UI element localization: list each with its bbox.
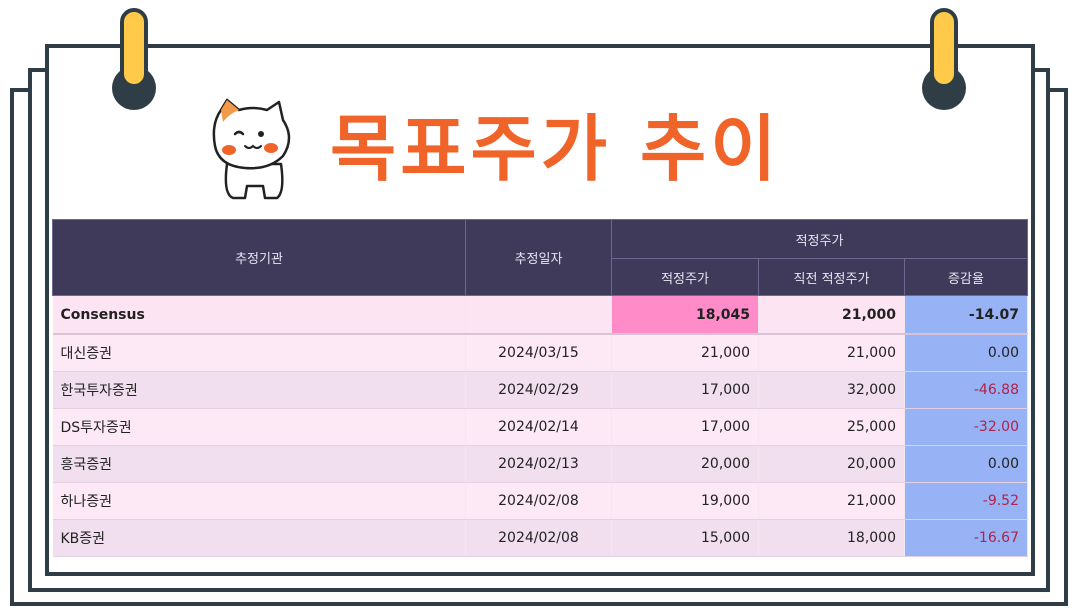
cat-mascot-icon — [212, 98, 291, 200]
table-row: 하나증권 2024/02/08 19,000 21,000 -9.52 — [52, 482, 1028, 520]
table-row: 한국투자증권 2024/02/29 17,000 32,000 -46.88 — [52, 371, 1028, 409]
target-cell: 17,000 — [611, 408, 759, 446]
date-cell: 2024/02/08 — [465, 519, 612, 557]
change-cell: -14.07 — [904, 295, 1028, 335]
table-row: 대신증권 2024/03/15 21,000 21,000 0.00 — [52, 334, 1028, 372]
header-date: 추정일자 — [465, 219, 612, 296]
date-cell: 2024/03/15 — [465, 334, 612, 372]
change-cell: -46.88 — [904, 371, 1028, 409]
date-cell: 2024/02/08 — [465, 482, 612, 520]
header-prev-target: 직전 적정주가 — [758, 258, 905, 296]
header-target: 적정주가 — [611, 258, 759, 296]
header-agency: 추정기관 — [52, 219, 466, 296]
prev-target-cell: 18,000 — [758, 519, 905, 557]
page-title: 목표주가 추이 — [330, 107, 781, 191]
target-cell: 15,000 — [611, 519, 759, 557]
prev-target-cell: 32,000 — [758, 371, 905, 409]
change-cell: 0.00 — [904, 445, 1028, 483]
change-cell: 0.00 — [904, 334, 1028, 372]
date-cell: 2024/02/14 — [465, 408, 612, 446]
target-cell: 20,000 — [611, 445, 759, 483]
agency-cell: 한국투자증권 — [52, 371, 466, 409]
date-cell — [465, 295, 612, 335]
header-change: 증감율 — [904, 258, 1028, 296]
target-cell: 21,000 — [611, 334, 759, 372]
prev-target-cell: 25,000 — [758, 408, 905, 446]
table-row: DS투자증권 2024/02/14 17,000 25,000 -32.00 — [52, 408, 1028, 446]
consensus-row: Consensus 18,045 21,000 -14.07 — [52, 295, 1028, 335]
agency-cell: Consensus — [52, 295, 466, 335]
change-cell: -32.00 — [904, 408, 1028, 446]
binder-clip-left-icon — [112, 8, 156, 110]
table-row: KB증권 2024/02/08 15,000 18,000 -16.67 — [52, 519, 1028, 557]
table-row: 흥국증권 2024/02/13 20,000 20,000 0.00 — [52, 445, 1028, 483]
change-cell: -9.52 — [904, 482, 1028, 520]
agency-cell: 흥국증권 — [52, 445, 466, 483]
target-cell: 19,000 — [611, 482, 759, 520]
prev-target-cell: 21,000 — [758, 295, 905, 335]
change-cell: -16.67 — [904, 519, 1028, 557]
date-cell: 2024/02/13 — [465, 445, 612, 483]
prev-target-cell: 20,000 — [758, 445, 905, 483]
date-cell: 2024/02/29 — [465, 371, 612, 409]
agency-cell: 하나증권 — [52, 482, 466, 520]
prev-target-cell: 21,000 — [758, 334, 905, 372]
agency-cell: KB증권 — [52, 519, 466, 557]
target-price-table: 추정기관 추정일자 적정주가 적정주가 직전 적정주가 증감율 Consensu… — [52, 219, 1028, 557]
binder-clip-right-icon — [922, 8, 966, 110]
prev-target-cell: 21,000 — [758, 482, 905, 520]
agency-cell: DS투자증권 — [52, 408, 466, 446]
target-cell: 18,045 — [611, 295, 759, 335]
agency-cell: 대신증권 — [52, 334, 466, 372]
target-cell: 17,000 — [611, 371, 759, 409]
header-target-group: 적정주가 — [611, 219, 1028, 259]
